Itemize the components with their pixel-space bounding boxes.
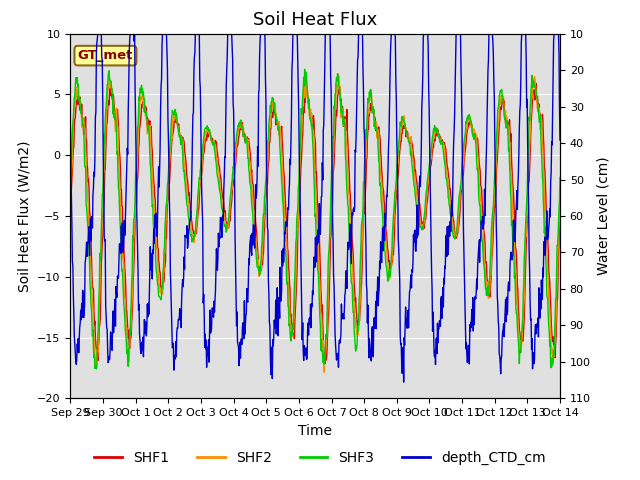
depth_CTD_cm (404, 314, 412, 320)
Legend: SHF1, SHF2, SHF3, depth_CTD_cm: SHF1, SHF2, SHF3, depth_CTD_cm (89, 445, 551, 471)
depth_CTD_cm (556, 137, 564, 143)
SHF2 (282, 239, 290, 244)
depth_CTD_cm (94, 31, 102, 36)
SHF1 (449, 211, 456, 217)
SHF2 (116, 198, 124, 204)
SHF2 (334, 71, 342, 77)
SHF1 (532, 80, 540, 86)
SHF3 (458, 161, 466, 167)
SHF2 (449, 226, 457, 231)
SHF2 (556, 198, 564, 204)
SHF3 (404, 134, 412, 140)
depth_CTD_cm (458, 119, 466, 125)
SHF1 (556, 219, 564, 225)
SHF1 (403, 129, 411, 134)
SHF1 (321, 360, 329, 366)
SHF2 (458, 176, 466, 182)
Text: GT_met: GT_met (77, 49, 133, 62)
depth_CTD_cm (283, 222, 291, 228)
SHF1 (67, 199, 74, 205)
depth_CTD_cm (67, 124, 74, 130)
SHF2 (67, 192, 74, 197)
Line: SHF2: SHF2 (70, 74, 560, 372)
depth_CTD_cm (117, 251, 125, 256)
SHF2 (264, 143, 272, 148)
Line: SHF1: SHF1 (70, 83, 560, 363)
SHF3 (301, 66, 308, 72)
depth_CTD_cm (265, 291, 273, 297)
SHF3 (93, 366, 100, 372)
SHF1 (458, 187, 465, 193)
Line: depth_CTD_cm: depth_CTD_cm (70, 34, 560, 382)
SHF3 (449, 233, 457, 239)
depth_CTD_cm (400, 379, 408, 385)
SHF3 (265, 121, 273, 127)
SHF3 (556, 174, 564, 180)
depth_CTD_cm (449, 160, 457, 166)
Y-axis label: Soil Heat Flux (W/m2): Soil Heat Flux (W/m2) (18, 140, 31, 292)
SHF3 (67, 174, 74, 180)
SHF2 (321, 369, 328, 375)
SHF2 (404, 135, 412, 141)
SHF1 (264, 159, 272, 165)
X-axis label: Time: Time (298, 424, 332, 438)
SHF3 (117, 240, 125, 245)
Line: SHF3: SHF3 (70, 69, 560, 369)
SHF3 (283, 277, 291, 283)
Y-axis label: Water Level (cm): Water Level (cm) (596, 156, 611, 276)
SHF1 (282, 213, 290, 218)
Title: Soil Heat Flux: Soil Heat Flux (253, 11, 378, 29)
SHF1 (116, 165, 124, 171)
